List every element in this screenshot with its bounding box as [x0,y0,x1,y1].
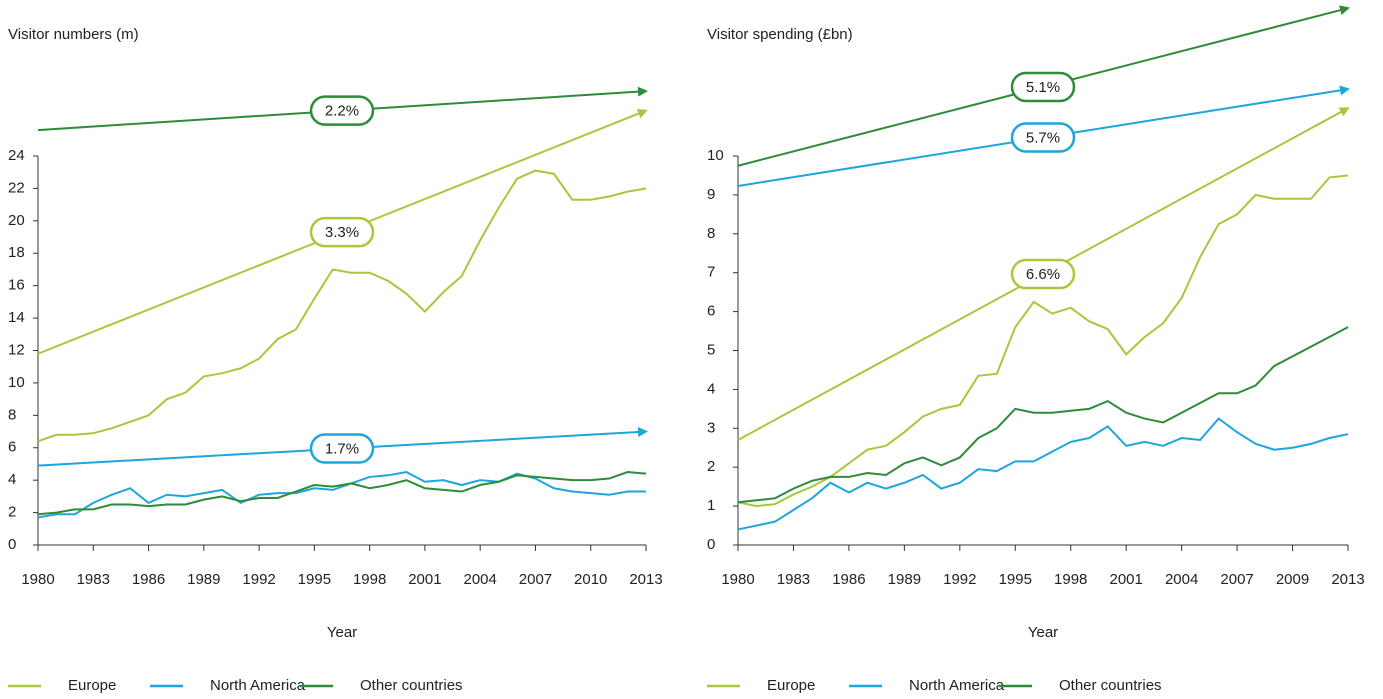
y-tick-label: 0 [707,536,715,553]
legend-label: Other countries [1059,677,1162,694]
trend-badge [1010,122,1076,153]
x-tick-label: 2013 [1331,571,1364,588]
x-tick-label: 1995 [999,571,1032,588]
legend-label: Europe [68,677,116,694]
y-tick-label: 3 [707,419,715,436]
y-tick-label: 9 [707,186,715,203]
series-line [737,326,1349,504]
y-tick-label: 12 [8,341,25,358]
x-tick-label: 1986 [832,571,865,588]
x-tick-label: 1980 [721,571,754,588]
x-axis-label: Year [1028,624,1058,641]
chart-title: Visitor spending (£bn) [707,26,853,43]
series-line [37,471,647,516]
y-tick-label: 1 [707,497,715,514]
y-tick-label: 0 [8,536,16,553]
y-tick-label: 20 [8,212,25,229]
series-line [37,169,647,443]
x-tick-label: 2004 [1165,571,1198,588]
y-tick-label: 4 [707,380,715,397]
x-tick-label: 1995 [298,571,331,588]
series-line [737,417,1349,531]
trend-badge [309,95,375,126]
trend-badge [309,216,375,248]
legend-label: Other countries [360,677,463,694]
x-tick-label: 1983 [77,571,110,588]
x-tick-label: 2004 [463,571,496,588]
x-tick-label: 2007 [519,571,552,588]
y-tick-label: 2 [707,458,715,475]
trend-label: 1.7% [325,441,359,458]
x-tick-label: 1992 [943,571,976,588]
x-tick-label: 2013 [629,571,662,588]
x-tick-label: 1989 [187,571,220,588]
y-tick-label: 22 [8,179,25,196]
y-tick-label: 18 [8,244,25,261]
x-tick-label: 2009 [1276,571,1309,588]
y-tick-label: 5 [707,341,715,358]
trend-badge [309,433,375,464]
y-tick-label: 6 [707,303,715,320]
trend-badge [1010,258,1076,290]
trend-label: 3.3% [325,224,359,241]
x-tick-label: 1980 [21,571,54,588]
trend-label: 5.1% [1026,79,1060,96]
y-tick-label: 14 [8,309,25,326]
series-line [737,174,1349,508]
y-tick-label: 16 [8,277,25,294]
y-tick-label: 8 [8,406,16,423]
x-tick-label: 2001 [408,571,441,588]
y-tick-label: 24 [8,147,25,164]
x-axis-label: Year [327,624,357,641]
trend-label: 5.7% [1026,129,1060,146]
x-tick-label: 1983 [777,571,810,588]
x-tick-label: 2001 [1109,571,1142,588]
legend-label: North America [210,677,306,694]
chart-title: Visitor numbers (m) [8,26,139,43]
trend-badge [1010,71,1076,103]
x-tick-label: 1986 [132,571,165,588]
y-tick-label: 10 [707,147,724,164]
x-tick-label: 1989 [888,571,921,588]
legend-label: North America [909,677,1005,694]
line-chart: Visitor numbers (m)024681012141618202224… [8,26,663,694]
x-tick-label: 2010 [574,571,607,588]
series-line [37,471,646,519]
x-tick-label: 1998 [1054,571,1087,588]
trend-label: 6.6% [1026,266,1060,283]
x-tick-label: 1992 [242,571,275,588]
y-tick-label: 7 [707,264,715,281]
y-tick-label: 8 [707,225,715,242]
x-tick-label: 2007 [1220,571,1253,588]
y-tick-label: 4 [8,471,16,488]
y-tick-label: 6 [8,439,16,456]
y-tick-label: 2 [8,504,16,521]
trend-label: 2.2% [325,103,359,120]
legend-label: Europe [767,677,815,694]
x-tick-label: 1998 [353,571,386,588]
line-chart: Visitor spending (£bn) 0 1 2 3 4 5 6 7 8 9 10 1980 19… [707,5,1365,694]
y-tick-label: 10 [8,374,25,391]
